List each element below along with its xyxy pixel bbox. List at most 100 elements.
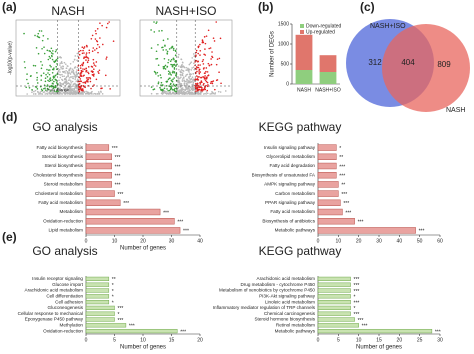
volcano-dot [67, 75, 69, 77]
volcano-dot [98, 92, 101, 95]
y-tick-label: Methylation [60, 323, 84, 328]
volcano-dot [163, 90, 166, 92]
volcano-dot [201, 41, 204, 44]
volcano-dot [85, 90, 87, 93]
volcano-dot [94, 65, 97, 67]
bar [85, 299, 110, 305]
volcano-dot [59, 91, 62, 94]
bar [317, 199, 341, 206]
volcano-dot [165, 92, 167, 95]
volcano-dot [179, 77, 181, 80]
bar [85, 305, 115, 311]
volcano-dot [191, 88, 194, 91]
volcano-dot [196, 82, 199, 85]
volcano-dot [90, 37, 93, 40]
volcano-dot [155, 50, 158, 53]
volcano-dot [187, 79, 189, 82]
bar [85, 328, 178, 334]
volcano-dot [212, 37, 215, 39]
significance-label: ** [339, 155, 343, 161]
volcano-dot [173, 77, 175, 79]
volcano-dot [93, 64, 96, 66]
volcano-dot [193, 59, 196, 61]
volcano-dot [92, 75, 95, 77]
volcano-dot [173, 64, 176, 66]
volcano-dot [70, 82, 72, 84]
volcano-dot [45, 73, 47, 76]
volcano-dot [92, 62, 95, 64]
volcano-dot [67, 74, 69, 76]
volcano-dot [56, 68, 58, 71]
volcano-dot [207, 29, 210, 32]
volcano-dot [91, 90, 93, 93]
x-tick-label: 0 [317, 337, 320, 343]
y-tick-label: Biosynthesis of unsaturated FA [252, 172, 316, 177]
volcano-dot [68, 88, 71, 91]
venn-set [382, 24, 470, 112]
volcano-dot [47, 38, 49, 40]
volcano-dot [54, 74, 57, 77]
volcano-dot [172, 64, 175, 66]
volcano-dot [177, 79, 180, 82]
volcano-dot [168, 48, 171, 50]
volcano-dot [191, 76, 194, 78]
volcano-dot [178, 81, 181, 83]
y-tick-label: AMPK signaling pathway [264, 182, 316, 187]
y-tick-label: Gluconeogenesis [48, 305, 84, 310]
volcano-dot [202, 63, 205, 65]
volcano-dot [50, 85, 53, 88]
volcano-dot [81, 46, 84, 49]
volcano-dot [185, 66, 187, 69]
volcano-dot [105, 58, 108, 60]
volcano-dot [29, 75, 32, 77]
volcano-dot [197, 64, 200, 66]
volcano-dot [85, 77, 88, 79]
volcano-dot [68, 72, 71, 74]
y-tick-label: Steroid metabolism [44, 182, 83, 187]
x-tick-label: 10 [112, 238, 118, 244]
volcano-dot [189, 81, 191, 83]
volcano-dot [44, 87, 46, 89]
volcano-dot [58, 68, 61, 71]
legend-swatch [300, 24, 304, 28]
volcano-dot [44, 77, 47, 79]
volcano-dot [189, 89, 191, 92]
volcano-dot [51, 71, 54, 74]
volcano-dot [40, 90, 42, 93]
volcano-dot [224, 90, 227, 92]
volcano-dot [63, 92, 66, 95]
volcano-dot [32, 64, 35, 67]
y-tick-label: Lipid metabolism [49, 228, 84, 233]
y-tick-label: Retinol metabolism [276, 323, 315, 328]
volcano-dot [172, 83, 175, 85]
volcano-dot [181, 61, 184, 64]
volcano-dot [101, 93, 104, 95]
volcano-dot [170, 63, 172, 66]
y-tick-label: Steroid hormone biosynthesis [254, 317, 315, 322]
y-tick-label: Drug metabolism - cytochrome P450 [240, 282, 315, 287]
volcano-dot [67, 82, 70, 84]
volcano-dot [70, 85, 73, 88]
volcano-dot [38, 30, 41, 32]
volcano-dot [105, 56, 108, 58]
volcano-dot [79, 67, 82, 69]
volcano-dot [159, 74, 162, 76]
x-tick-label: 0 [317, 238, 320, 244]
volcano-dot [174, 87, 176, 90]
bar [317, 153, 337, 160]
volcano-dot [210, 63, 213, 66]
volcano-dot [50, 65, 52, 68]
volcano-dot [198, 71, 200, 73]
volcano-dot [94, 38, 97, 40]
volcano-dot [195, 82, 197, 85]
volcano-dot [204, 42, 207, 45]
volcano-dot [187, 69, 190, 72]
volcano-dot [80, 86, 82, 88]
volcano-dot [108, 21, 110, 23]
significance-label: *** [112, 146, 118, 152]
volcano-dot [93, 73, 95, 75]
significance-label: *** [118, 318, 124, 324]
volcano-dot [211, 90, 213, 93]
bar [317, 276, 351, 282]
x-tick-label: 20 [140, 238, 146, 244]
